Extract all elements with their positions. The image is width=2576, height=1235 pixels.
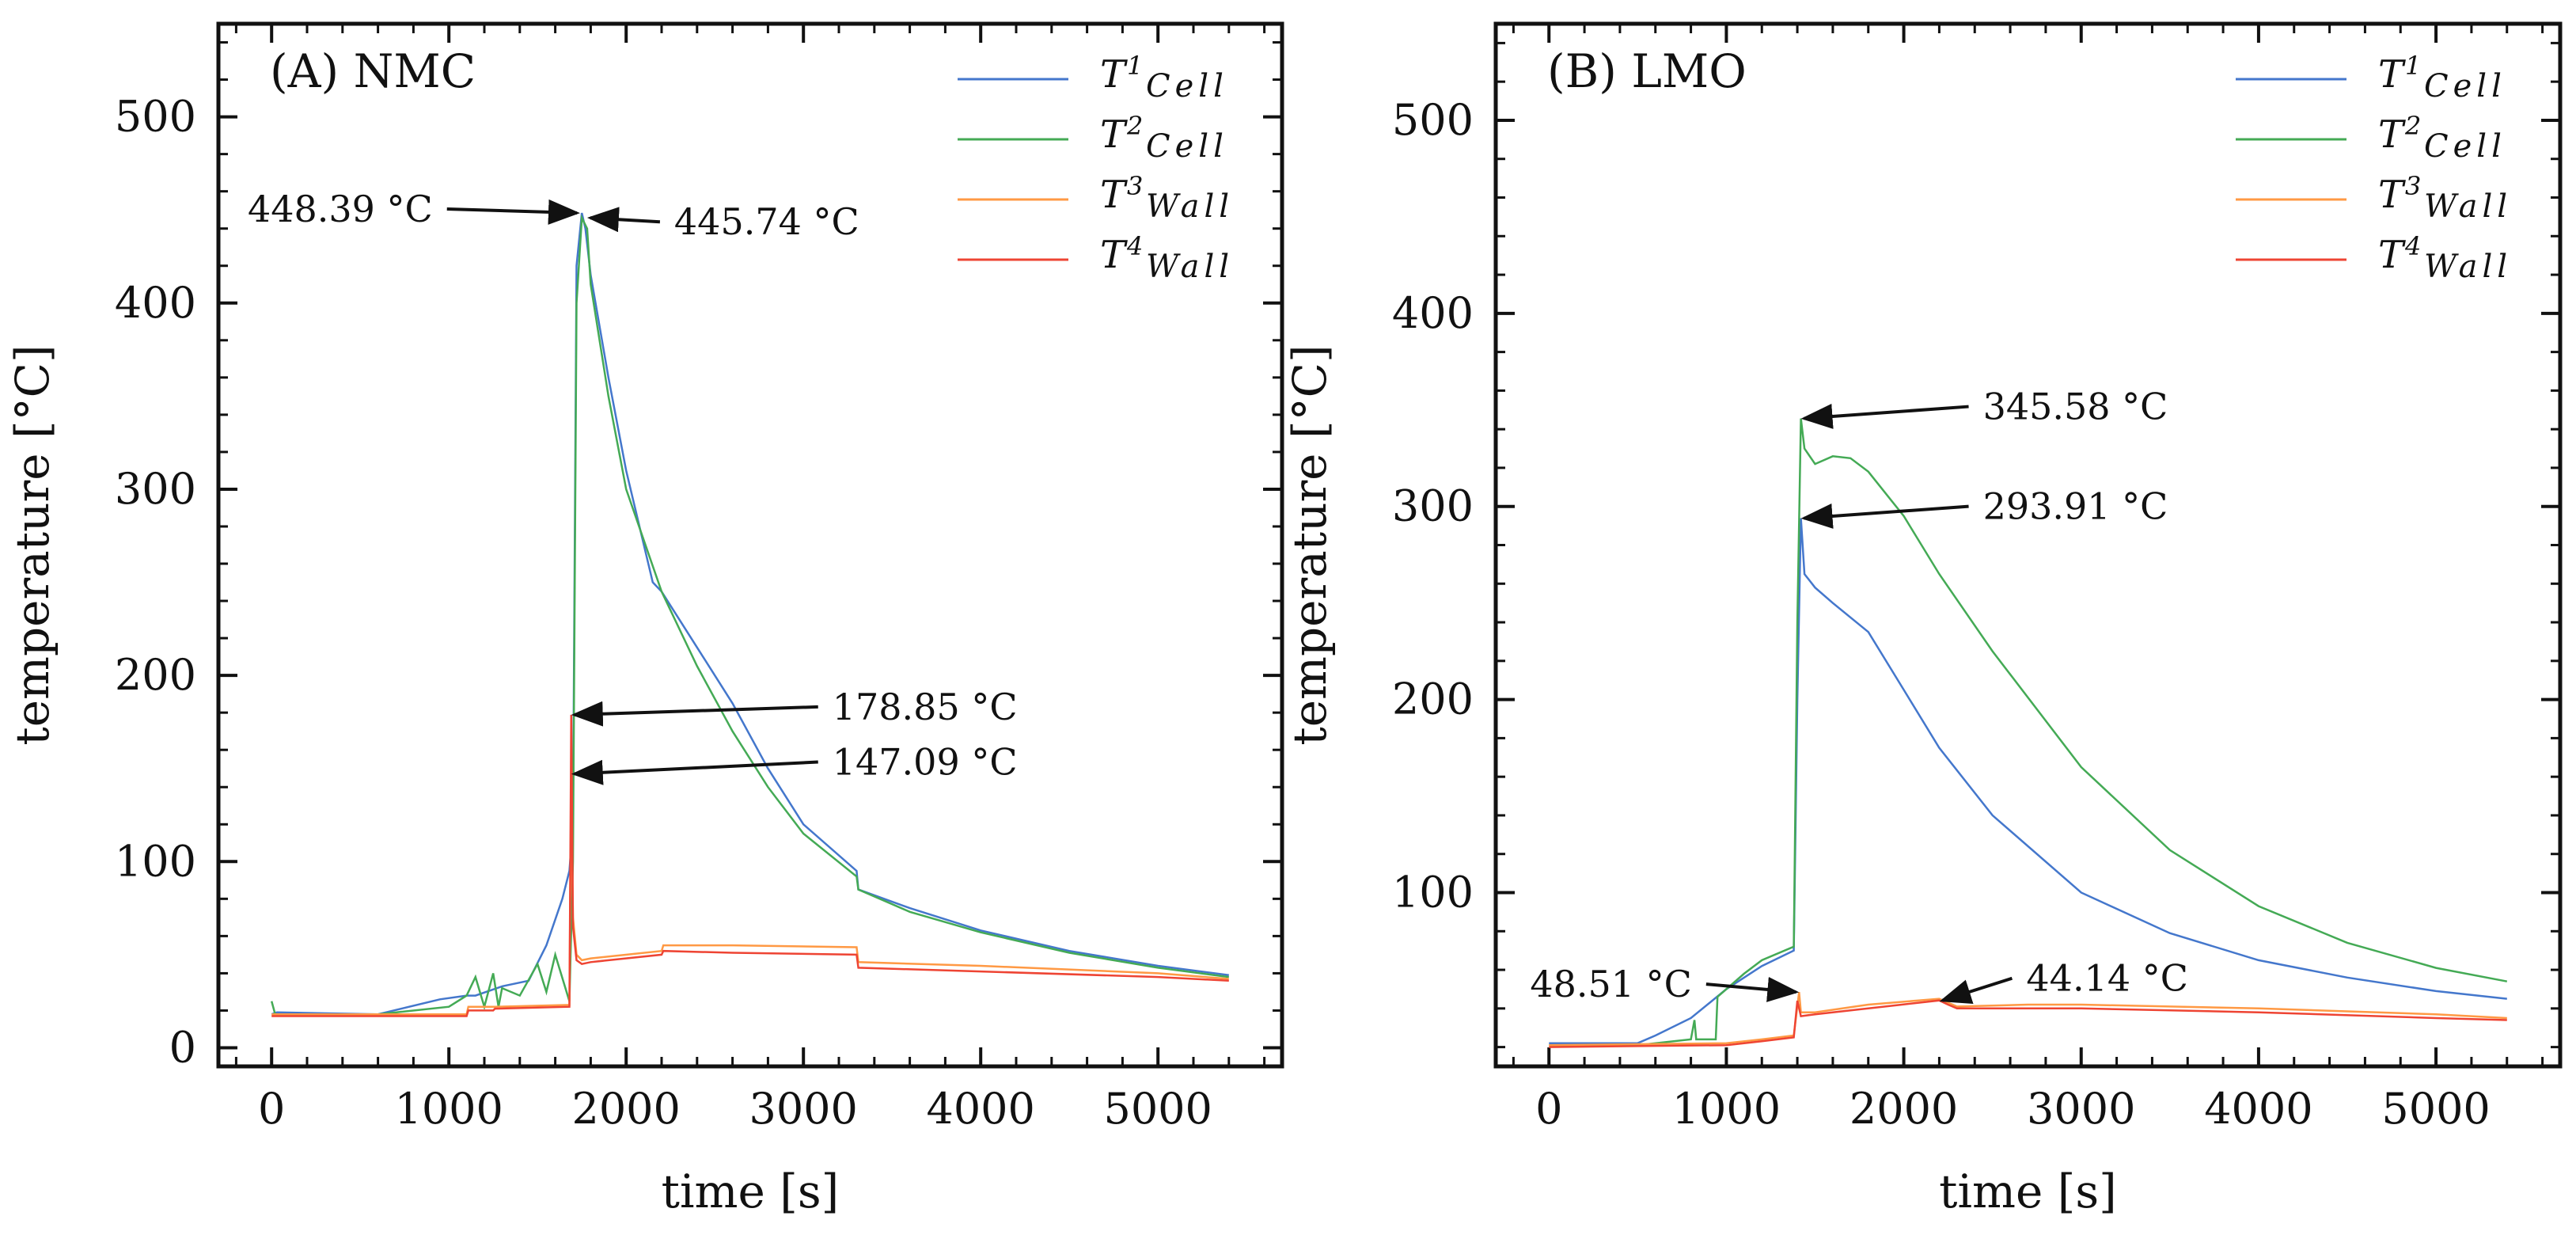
legend-label-superscript: 2 [1126,111,1143,141]
y-tick-label: 400 [115,278,196,328]
x-tick-label: 4000 [2204,1084,2312,1134]
x-tick-label: 3000 [749,1084,857,1134]
annotation-arrow [1800,504,1969,529]
y-tick-label: 200 [115,650,196,700]
legend-label-subscript: Cell [2424,128,2506,165]
legend-label-subscript: Wall [1146,249,1234,285]
legend-label: T [1100,233,1128,277]
x-tick-label: 2000 [571,1084,680,1134]
annotation-label: 448.39 °C [248,188,433,230]
legend-label-superscript: 4 [1126,231,1143,261]
x-tick-label: 3000 [2027,1084,2135,1134]
annotation-label: 293.91 °C [1983,485,2168,528]
legend-label-superscript: 1 [2405,51,2421,81]
legend-label-superscript: 1 [1127,51,1143,81]
series-line-t1 [1549,518,2507,1044]
y-tick-label: 0 [169,1022,196,1072]
x-tick-label: 4000 [926,1084,1034,1134]
series-line-t2 [270,214,1229,1016]
y-tick-label: 200 [1392,674,1474,724]
y-tick-label: 400 [1392,288,1474,338]
x-tick-label: 5000 [1103,1084,1212,1134]
legend-label-superscript: 2 [2404,111,2421,141]
series-line-t3 [271,773,1229,1016]
x-axis-label: time [s] [662,1165,840,1218]
legend-label: T [2378,52,2406,97]
series-line-t1 [271,212,1229,1016]
annotation-label: 44.14 °C [2026,957,2188,1000]
series-line-t2 [1549,418,2508,1047]
panel-lmo: 0 1000 2000 3000 4000 5000 100 200 300 400 500 time… [1283,21,2563,1218]
annotation-arrow [571,701,818,727]
annotation-arrow [571,759,818,785]
legend-label-superscript: 3 [2405,171,2421,201]
legend-label: T [1100,173,1128,217]
y-tick-label: 300 [1392,481,1474,531]
axes-frame [216,21,1284,1069]
legend-label-subscript: Wall [2424,188,2512,225]
panel-nmc: 0 1000 2000 3000 4000 5000 0 100 200 300 400 500 tim… [6,21,1284,1218]
annotation-arrow [1705,976,1800,1002]
legend-label-subscript: Cell [1146,128,1228,165]
x-tick-label: 1000 [394,1084,503,1134]
x-tick-label: 0 [258,1084,285,1134]
legend-label: T [1100,52,1128,97]
y-axis-label: temperature [°C] [6,344,59,745]
legend-label: T [2378,233,2406,277]
annotation-label: 178.85 °C [833,686,1018,728]
annotation-label: 147.09 °C [833,741,1018,784]
x-tick-label: 0 [1535,1084,1562,1134]
annotation-label: 48.51 °C [1530,963,1692,1005]
x-axis-label: time [s] [1939,1165,2117,1218]
y-tick-label: 300 [115,464,196,514]
legend-label-subscript: Cell [1146,68,1228,104]
y-tick-label: 100 [115,836,196,886]
annotation-arrow [1939,976,2013,1005]
annotation-label: 445.74 °C [674,200,859,243]
annotation-arrow [1800,404,1969,429]
x-tick-label: 2000 [1849,1084,1958,1134]
series-line-t4 [271,714,1229,1017]
y-tick-label: 500 [1392,95,1474,145]
panel-title: (B) LMO [1547,44,1747,98]
y-axis-label: temperature [°C] [1283,344,1337,745]
legend-label: T [2378,173,2406,217]
legend-label-superscript: 3 [1127,171,1143,201]
legend-label: T [1100,112,1128,157]
annotation-label: 345.58 °C [1983,386,2168,428]
legend-label: T [2378,112,2406,157]
legend-label-subscript: Cell [2424,68,2506,104]
annotation-arrow [586,207,661,233]
y-tick-label: 500 [115,92,196,142]
x-tick-label: 5000 [2381,1084,2490,1134]
y-tick-label: 100 [1392,868,1474,918]
panel-title: (A) NMC [270,44,476,98]
series-line-t4 [1549,999,2507,1048]
series-line-t3 [1549,991,2507,1047]
legend-label-superscript: 4 [2404,231,2421,261]
annotation-arrow [446,199,580,225]
legend-label-subscript: Wall [1146,188,1234,225]
x-tick-label: 1000 [1672,1084,1781,1134]
legend-label-subscript: Wall [2424,249,2512,285]
